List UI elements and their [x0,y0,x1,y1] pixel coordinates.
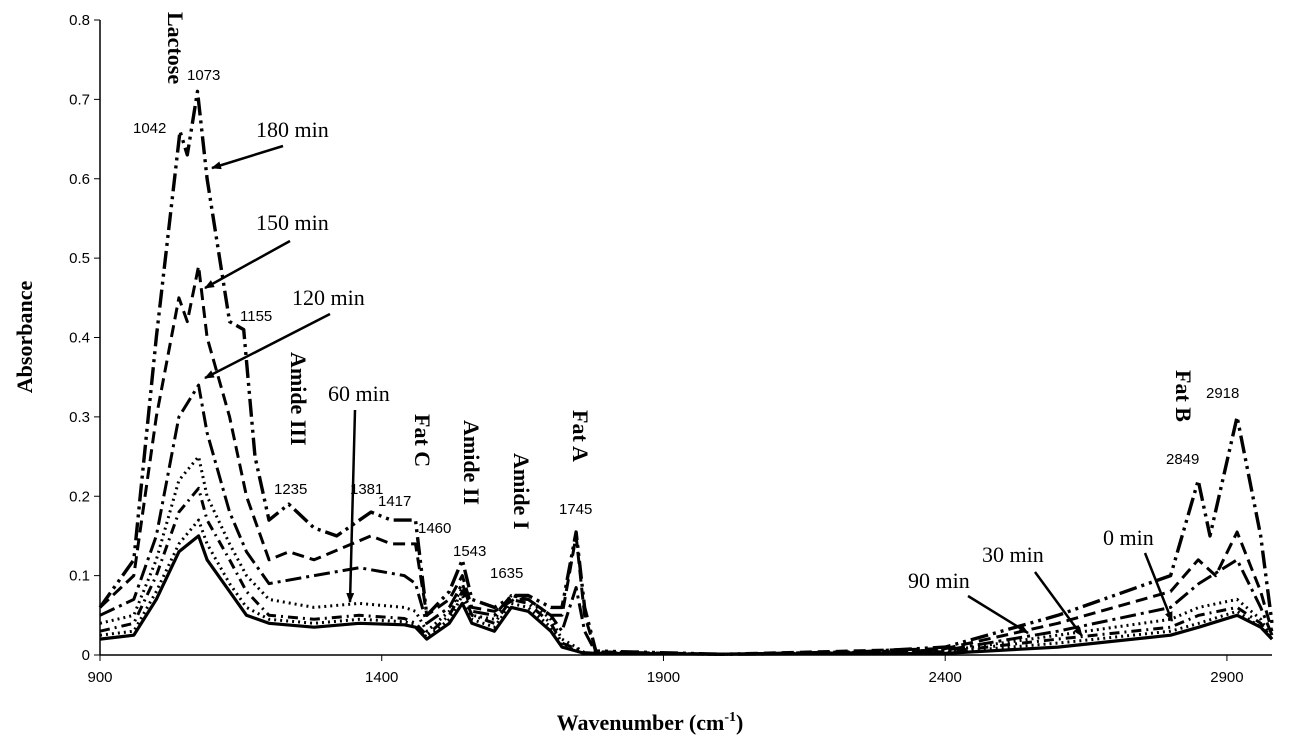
y-tick-label: 0.1 [69,568,90,585]
series-line-60-min [99,486,1274,656]
peak-label-1042: 1042 [133,120,166,137]
x-axis-title-main: Wavenumber (cm [557,710,725,735]
band-label-lactose: Lactose [163,12,188,84]
y-tick-label: 0.7 [69,91,90,108]
time-label-120-min: 120 min [292,285,365,310]
peak-label-2849: 2849 [1166,451,1199,468]
y-tick-label: 0.6 [69,171,90,188]
y-tick-group: 0 0.1 0.2 0.3 0.4 0.5 0.6 0.7 0.8 [69,12,100,664]
arrow-30-min [1033,571,1084,637]
x-tick-label: 2900 [1210,669,1243,686]
x-tick-label: 1900 [647,669,680,686]
time-label-30-min: 30 min [982,542,1044,567]
peak-label-1235: 1235 [274,481,307,498]
peak-label-1745: 1745 [559,501,592,518]
peak-label-2918: 2918 [1206,385,1239,402]
band-label-fat-b: Fat B [1171,370,1196,422]
series-layer [98,89,1274,656]
band-label-amide-iii: Amide III [286,352,311,446]
series-line-120-min [99,383,1274,656]
peak-label-1460: 1460 [418,520,451,537]
y-tick-label: 0 [82,647,90,664]
y-tick-label: 0.3 [69,409,90,426]
arrow-180-min [211,144,284,170]
series-line-0-min [99,534,1274,656]
x-tick-label: 900 [87,669,112,686]
x-axis-title-superscript: -1 [724,710,736,725]
peak-label-1073: 1073 [187,67,220,84]
peak-label-1543: 1543 [453,543,486,560]
y-tick-label: 0.4 [69,330,90,347]
arrow-60-min [346,409,357,603]
time-label-180-min: 180 min [256,117,329,142]
peak-label-1635: 1635 [490,565,523,582]
time-label-0-min: 0 min [1103,525,1154,550]
series-line-90-min [99,455,1274,656]
band-label-amide-ii: Amide II [459,420,484,505]
y-axis-title: Absorbance [12,281,37,394]
time-label-60-min: 60 min [328,381,390,406]
band-label-fat-a: Fat A [568,410,593,462]
y-tick-label: 0.2 [69,488,90,505]
arrow-120-min [204,312,331,380]
x-tick-label: 2400 [929,669,962,686]
arrow-90-min [967,594,1029,635]
series-line-30-min [99,518,1274,656]
series-line-150-min [98,264,1274,656]
y-tick-label: 0.8 [69,12,90,29]
time-label-150-min: 150 min [256,210,329,235]
band-label-fat-c: Fat C [410,414,435,467]
band-label-amide-i: Amide I [509,453,534,529]
peak-label-1417: 1417 [378,493,411,510]
time-label-90-min: 90 min [908,568,970,593]
x-axis-title: Wavenumber (cm-1) [557,710,744,735]
arrow-150-min [204,239,291,290]
series-line-180-min [98,89,1274,656]
x-axis-title-close: ) [736,710,743,735]
peak-label-1381: 1381 [350,481,383,498]
peak-label-1155: 1155 [240,308,272,325]
x-tick-label: 1400 [365,669,398,686]
arrow-0-min [1143,552,1174,622]
x-tick-group: 900 1400 1900 2400 2900 [87,655,1244,686]
y-tick-label: 0.5 [69,250,90,267]
